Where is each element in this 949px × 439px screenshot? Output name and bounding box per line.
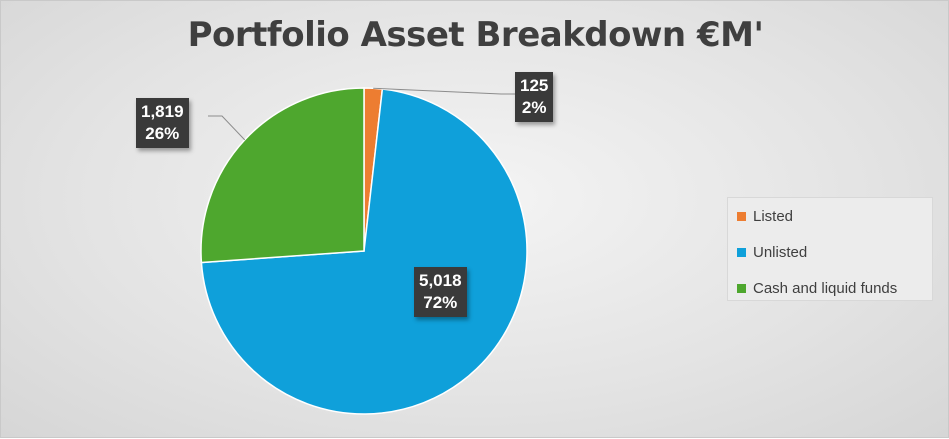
legend-label-listed: Listed: [753, 207, 794, 225]
legend-item-listed: Listed: [737, 207, 932, 225]
chart-title: Portfolio Asset Breakdown €M': [187, 15, 764, 55]
legend-swatch-cash: [737, 283, 746, 293]
legend-label-unlisted: Unlisted: [753, 243, 808, 261]
data-label-cash: 1,819 26%: [136, 98, 189, 148]
data-label-listed-percent: 2%: [521, 98, 547, 117]
data-label-unlisted-value: 5,018: [419, 271, 462, 290]
data-label-unlisted-percent: 72%: [423, 293, 458, 312]
legend-label-cash: Cash and liquid funds: [753, 279, 898, 297]
data-label-listed-value: 125: [520, 76, 549, 95]
data-label-cash-percent: 26%: [145, 124, 180, 143]
pie-slice-cash: [200, 87, 365, 264]
leader-line-cash: [208, 115, 246, 141]
legend: Listed Unlisted Cash and liquid funds: [727, 197, 933, 301]
legend-swatch-unlisted: [737, 247, 746, 257]
data-label-unlisted: 5,018 72%: [414, 267, 467, 317]
data-label-cash-value: 1,819: [141, 102, 184, 121]
leader-line-listed: [373, 87, 515, 95]
legend-swatch-listed: [737, 211, 746, 221]
legend-item-unlisted: Unlisted: [737, 243, 932, 261]
legend-item-cash: Cash and liquid funds: [737, 279, 932, 297]
data-label-listed: 125 2%: [515, 72, 554, 122]
